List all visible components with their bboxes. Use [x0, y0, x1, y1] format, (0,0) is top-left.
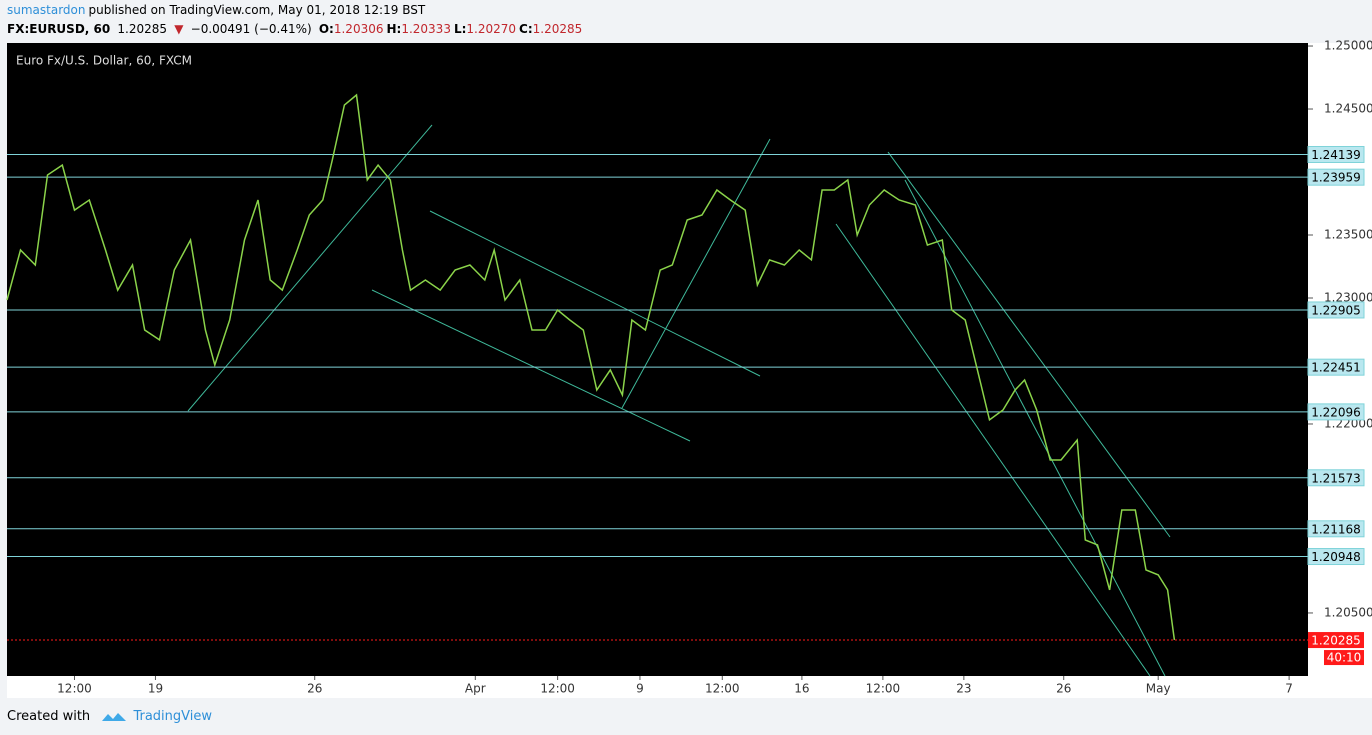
- y-tick-label: 1.23000: [1324, 290, 1372, 304]
- x-tick-label: Apr: [465, 682, 486, 696]
- change: −0.00491 (−0.41%): [190, 22, 312, 36]
- x-tick-label: 9: [636, 682, 644, 696]
- level-label-box: [1307, 168, 1365, 186]
- trend-line: [429, 210, 761, 377]
- x-tick-label: 26: [1056, 682, 1071, 696]
- chart: Euro Fx/U.S. Dollar, 60, FXCM 1.25000 1.2…: [6, 39, 1372, 698]
- x-tick-label: 26: [307, 682, 322, 696]
- level-label-box: [1307, 358, 1365, 376]
- x-tick-label: 16: [794, 682, 809, 696]
- trend-line: [371, 289, 691, 442]
- level-label: 1.23959: [1311, 171, 1361, 185]
- x-tick-label: 19: [148, 682, 163, 696]
- level-label-box: [1307, 520, 1365, 538]
- ohlc-label: C:: [519, 22, 533, 36]
- plot-background: [7, 43, 1308, 698]
- y-tick-label: 1.23500: [1324, 228, 1372, 242]
- level-label: 1.21168: [1311, 522, 1361, 536]
- level-label-box: [1307, 301, 1365, 319]
- level-label-box: [1307, 403, 1365, 421]
- ohlc-value: 1.20270: [466, 22, 517, 36]
- trend-line: [904, 179, 1166, 677]
- last-price-label: 1.20285: [1311, 634, 1361, 648]
- level-label-box: [1307, 469, 1365, 487]
- y-tick-label: 1.25000: [1324, 39, 1372, 53]
- trend-line: [835, 223, 1151, 677]
- chart-title: Euro Fx/U.S. Dollar, 60, FXCM: [16, 54, 192, 68]
- trend-line: [621, 138, 771, 409]
- countdown-box: [1324, 650, 1364, 666]
- x-tick-label: 12:00: [866, 682, 901, 696]
- last: 1.20285: [117, 22, 168, 36]
- x-tick-label: 7: [1285, 682, 1293, 696]
- last-price-box: [1308, 632, 1364, 649]
- level-label-box: [1307, 145, 1365, 163]
- logo: [102, 712, 127, 721]
- published: published on TradingView.com, May 01, 20…: [88, 3, 426, 17]
- time-axis-background: [7, 676, 1372, 698]
- down-arrow: ▼: [174, 22, 184, 36]
- trend-lines: [187, 124, 1171, 677]
- countdown: 40:10: [1327, 651, 1362, 665]
- ohlc-label: L:: [453, 22, 467, 36]
- level-label-box: [1307, 548, 1365, 566]
- x-tick-label: 12:00: [540, 682, 575, 696]
- ohlc: O:1.20306 H:1.20333 L:1.20270 C:1.20285: [319, 22, 585, 36]
- x-tick-label: 12:00: [57, 682, 92, 696]
- brand[interactable]: TradingView: [133, 709, 212, 724]
- trend-line: [187, 124, 433, 412]
- y-tick-label: 1.20500: [1324, 605, 1372, 619]
- created-with: Created with: [7, 709, 91, 724]
- trend-line: [887, 151, 1171, 538]
- y-tick-label: 1.24500: [1324, 102, 1372, 116]
- price-line: [6, 93, 1176, 641]
- author[interactable]: sumastardon: [7, 3, 86, 17]
- x-tick-label: 12:00: [705, 682, 740, 696]
- x-tick-label: 23: [956, 682, 971, 696]
- footer: Created with TradingView: [7, 709, 215, 724]
- ohlc-value: 1.20333: [401, 22, 451, 36]
- ohlc-value: 1.20306: [333, 22, 384, 36]
- x-tick-label: May: [1146, 682, 1171, 696]
- level-label: 1.21573: [1311, 471, 1361, 485]
- symbol: FX:EURUSD, 60: [7, 22, 111, 36]
- quote-line: FX:EURUSD, 60 1.20285 ▼ −0.00491 (−0.41%…: [7, 22, 588, 36]
- level-label: 1.22905: [1311, 303, 1361, 317]
- ohlc-label: O:: [318, 22, 334, 36]
- ohlc-label: H:: [386, 22, 402, 36]
- level-label: 1.24139: [1311, 148, 1361, 162]
- level-label: 1.20948: [1311, 550, 1361, 564]
- publish-line: sumastardon published on TradingView.com,…: [7, 3, 428, 17]
- level-label: 1.22096: [1311, 405, 1361, 419]
- ohlc-value: 1.20285: [532, 22, 583, 36]
- level-label: 1.22451: [1311, 361, 1361, 375]
